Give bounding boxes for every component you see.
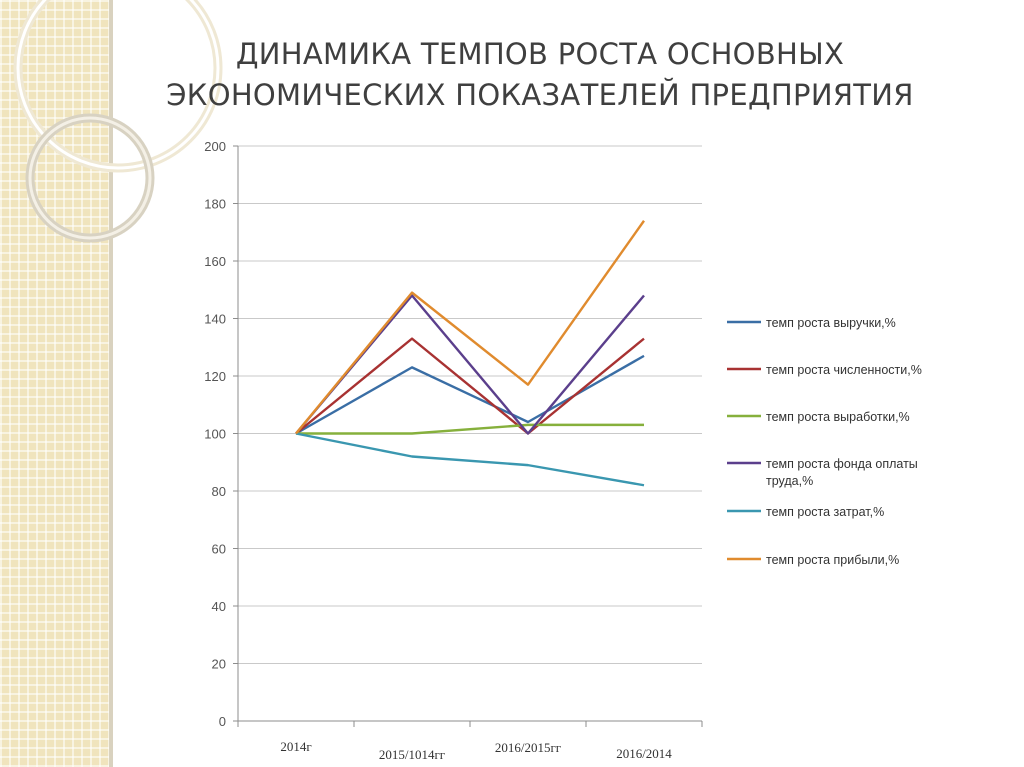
- y-tick-label: 160: [204, 254, 226, 269]
- y-axis-tick-labels: 0 20 40 60 80 100 120 140 160 180 200: [204, 139, 226, 729]
- y-tick-label: 140: [204, 312, 226, 327]
- title-line-1: ДИНАМИКА ТЕМПОВ РОСТА ОСНОВНЫХ: [235, 37, 845, 71]
- series-line: [295, 337, 645, 435]
- decor-ring-small-highlight: [28, 116, 152, 240]
- y-tick-label: 120: [204, 369, 226, 384]
- x-category-label: 2016/2015гг: [495, 740, 561, 755]
- series-line: [295, 294, 645, 435]
- legend-label: темп роста выручки,%: [766, 316, 896, 330]
- legend-label: темп роста численности,%: [766, 363, 922, 377]
- decorative-rings: [13, 0, 223, 243]
- x-category-label: 2015/1014гг: [379, 747, 445, 762]
- slide-title: ДИНАМИКА ТЕМПОВ РОСТА ОСНОВНЫХ ЭКОНОМИЧЕ…: [140, 34, 940, 116]
- y-tick-label: 100: [204, 427, 226, 442]
- series-line: [295, 220, 645, 435]
- y-tick-label: 40: [212, 599, 226, 614]
- legend-label: темп роста прибыли,%: [766, 553, 899, 567]
- side-panel-edge: [109, 0, 113, 767]
- y-tick-label: 60: [212, 542, 226, 557]
- chart-legend: темп роста выручки,% темп роста численнос…: [727, 316, 922, 567]
- series-line: [295, 354, 645, 435]
- x-category-label: 2016/2014: [616, 746, 672, 761]
- legend-label: темп роста затрат,%: [766, 505, 884, 519]
- legend-label: темп роста фонда оплаты труда,%: [766, 457, 918, 488]
- y-tick-label: 80: [212, 484, 226, 499]
- chart-series: [295, 220, 645, 487]
- x-axis-category-labels: 2014г 2015/1014гг 2016/2015гг 2016/2014: [280, 739, 672, 762]
- series-line: [296, 423, 644, 435]
- decor-ring-large-highlight: [16, 0, 220, 170]
- y-tick-label: 180: [204, 197, 226, 212]
- title-line-2: ЭКОНОМИЧЕСКИХ ПОКАЗАТЕЛЕЙ ПРЕДПРИЯТИЯ: [166, 78, 914, 112]
- series-line: [295, 432, 645, 487]
- y-tick-label: 20: [212, 657, 226, 672]
- y-tick-label: 200: [204, 139, 226, 154]
- legend-label: темп роста выработки,%: [766, 410, 910, 424]
- y-tick-label: 0: [219, 714, 226, 729]
- chart-axes: [233, 145, 703, 727]
- x-category-label: 2014г: [280, 739, 311, 754]
